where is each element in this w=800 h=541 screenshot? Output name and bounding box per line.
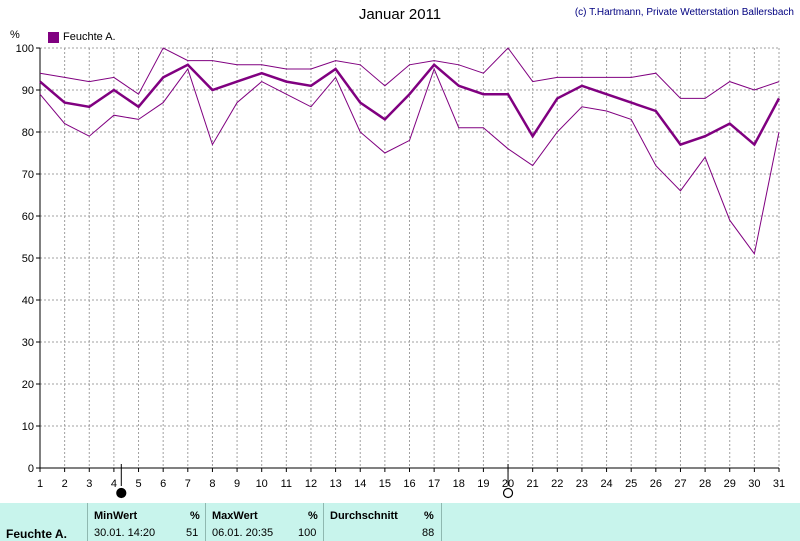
x-tick-label: 24 (600, 478, 612, 490)
legend-label: Feuchte A. (63, 31, 116, 43)
x-tick-label: 9 (234, 478, 240, 490)
min-value: 51 (186, 527, 199, 539)
x-tick-label: 28 (699, 478, 711, 490)
footer-max-cell: MaxWert % 06.01. 20:35 100 (206, 503, 324, 541)
x-tick-label: 27 (674, 478, 686, 490)
y-axis-label: % (10, 29, 20, 41)
x-tick-label: 21 (527, 478, 539, 490)
x-tick-label: 8 (209, 478, 215, 490)
footer-avg-cell: Durchschnitt % 88 (324, 503, 442, 541)
x-tick-label: 22 (551, 478, 563, 490)
new-moon-icon (502, 487, 514, 499)
x-tick-label: 16 (403, 478, 415, 490)
y-tick-label: 90 (22, 85, 34, 97)
y-tick-label: 50 (22, 253, 34, 265)
x-tick-label: 11 (281, 478, 292, 490)
max-value: 100 (298, 527, 317, 539)
x-tick-label: 4 (111, 478, 117, 490)
x-tick-label: 17 (428, 478, 440, 490)
avg-value: 88 (422, 527, 435, 539)
y-tick-label: 40 (22, 295, 34, 307)
y-tick-label: 20 (22, 379, 34, 391)
legend-swatch (48, 31, 59, 43)
footer-series-cell: Feuchte A. (0, 503, 88, 541)
min-label: MinWert (94, 510, 138, 522)
min-datetime: 30.01. 14:20 (94, 527, 156, 539)
x-tick-label: 6 (160, 478, 166, 490)
x-tick-label: 13 (329, 478, 341, 490)
x-tick-label: 25 (625, 478, 637, 490)
footer-series-name: Feuchte A. (6, 527, 67, 541)
stats-footer: Feuchte A. MinWert % 30.01. 14:20 51 Max… (0, 503, 800, 541)
x-tick-label: 23 (576, 478, 588, 490)
y-tick-label: 0 (28, 463, 34, 475)
x-tick-label: 14 (354, 478, 366, 490)
y-tick-label: 100 (16, 43, 34, 55)
series-line-mean (39, 63, 781, 147)
min-unit: % (190, 510, 200, 522)
x-tick-label: 30 (748, 478, 760, 490)
x-tick-label: 10 (256, 478, 268, 490)
legend: Feuchte A. (48, 31, 116, 43)
x-tick-label: 3 (86, 478, 92, 490)
x-tick-label: 12 (305, 478, 317, 490)
full-moon-icon (116, 487, 127, 499)
avg-unit: % (424, 510, 434, 522)
x-tick-label: 18 (453, 478, 465, 490)
max-unit: % (308, 510, 318, 522)
max-label: MaxWert (212, 510, 258, 522)
x-tick-label: 26 (650, 478, 662, 490)
series-line-max (39, 47, 780, 99)
y-tick-label: 60 (22, 211, 34, 223)
x-tick-label: 1 (37, 478, 43, 490)
y-tick-label: 70 (22, 169, 34, 181)
max-datetime: 06.01. 20:35 (212, 527, 274, 539)
chart-title: Januar 2011 (358, 6, 442, 23)
x-tick-label: 15 (379, 478, 391, 490)
y-tick-label: 80 (22, 127, 34, 139)
y-tick-label: 10 (22, 421, 34, 433)
y-tick-label: 30 (22, 337, 34, 349)
x-tick-label: 5 (135, 478, 141, 490)
x-tick-label: 2 (62, 478, 68, 490)
x-tick-label: 7 (185, 478, 191, 490)
x-tick-label: 29 (724, 478, 736, 490)
avg-label: Durchschnitt (330, 510, 398, 522)
footer-min-cell: MinWert % 30.01. 14:20 51 (88, 503, 206, 541)
x-tick-label: 19 (477, 478, 489, 490)
x-tick-label: 31 (773, 478, 785, 490)
copyright-text: (c) T.Hartmann, Private Wetterstation Ba… (574, 7, 794, 18)
series-line-min (39, 67, 780, 256)
